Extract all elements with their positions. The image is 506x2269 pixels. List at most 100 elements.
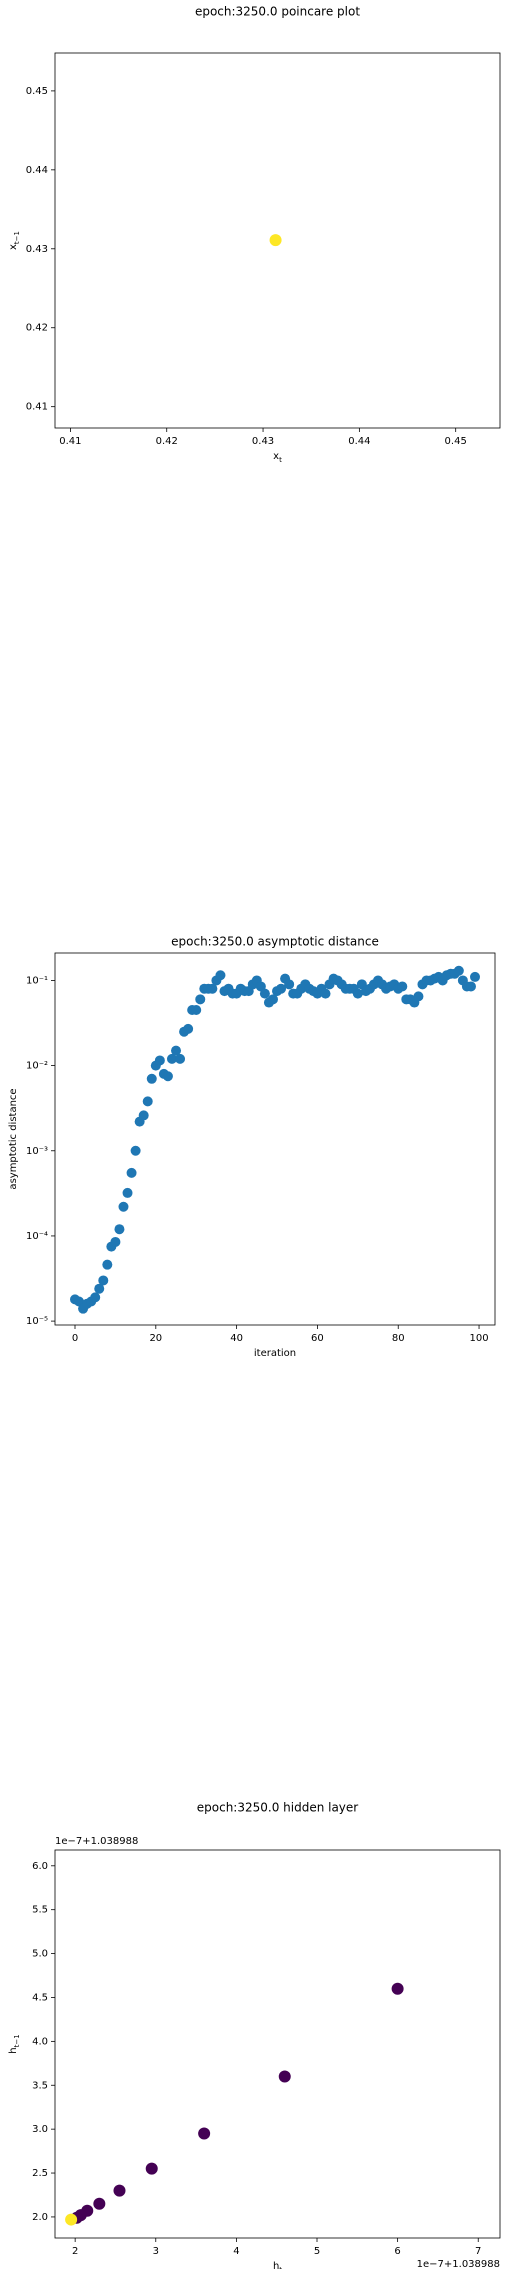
y-tick-label: 3.0	[32, 2124, 48, 2135]
x-tick-label: 5	[314, 2246, 320, 2257]
point	[113, 2184, 126, 2197]
y-tick-label: 10⁻⁵	[26, 1316, 48, 1327]
y-axis-label: xt−1	[8, 231, 21, 250]
point	[320, 988, 331, 999]
point	[207, 983, 218, 994]
point	[195, 994, 206, 1005]
point	[122, 1187, 133, 1198]
point	[465, 981, 476, 992]
point	[138, 1110, 149, 1121]
y-tick-label: 10⁻³	[26, 1146, 48, 1157]
point	[145, 2162, 158, 2175]
y-axis-label-sub: t−1	[13, 2034, 21, 2047]
point	[267, 994, 278, 1005]
point	[142, 1096, 153, 1107]
point	[453, 965, 464, 976]
point	[154, 1055, 165, 1066]
x-axis-label-base: h	[273, 2261, 279, 2269]
chart-title: epoch:3250.0 poincare plot	[195, 5, 360, 19]
x-axis-label-sub: t	[279, 456, 282, 464]
x-tick-label: 7	[475, 2246, 481, 2257]
y-axis-label-base: h	[8, 2047, 19, 2053]
point	[98, 1275, 109, 1286]
point	[166, 1053, 177, 1064]
y-tick-label: 10⁻⁴	[26, 1231, 48, 1242]
x-tick-label: 0.41	[59, 436, 81, 447]
point	[94, 1283, 105, 1294]
chart-title: epoch:3250.0 asymptotic distance	[171, 935, 379, 949]
point	[215, 970, 226, 981]
point	[391, 1982, 404, 1995]
point	[352, 988, 363, 999]
x-tick-label: 0.44	[348, 436, 370, 447]
point	[413, 991, 424, 1002]
y-tick-label: 3.5	[32, 2080, 48, 2091]
axes-frame	[54, 1849, 501, 2239]
point	[146, 1073, 157, 1084]
y-tick-label: 4.5	[32, 1992, 48, 2003]
x-tick-label: 80	[392, 1333, 405, 1344]
point	[110, 1236, 121, 1247]
point	[65, 2213, 78, 2226]
y-tick-label: 4.0	[32, 2036, 48, 2047]
point	[269, 234, 282, 247]
x-tick-label: 2	[72, 2246, 78, 2257]
y-tick-label: 0.44	[26, 165, 48, 176]
y-tick-label: 0.41	[26, 402, 48, 413]
y-tick-label: 5.5	[32, 1905, 48, 1916]
y-tick-label: 2.0	[32, 2212, 48, 2223]
x-axis-label: xt	[273, 451, 282, 464]
point	[93, 2197, 106, 2210]
x-tick-label: 40	[230, 1333, 243, 1344]
y-offset: 1e−7+1.038988	[55, 1836, 138, 1847]
y-tick-label: 0.45	[26, 86, 48, 97]
y-tick-label: 2.5	[32, 2168, 48, 2179]
y-axis-label: asymptotic distance	[8, 1088, 19, 1189]
x-axis-label: iteration	[254, 1348, 296, 1359]
y-tick-label: 6.0	[32, 1861, 48, 1872]
axes-frame	[54, 952, 496, 1326]
y-tick-label: 0.42	[26, 323, 48, 334]
x-tick-label: 4	[233, 2246, 239, 2257]
axes-frame	[54, 52, 501, 429]
y-axis-label: ht−1	[8, 2034, 21, 2053]
x-tick-label: 60	[311, 1333, 324, 1344]
x-axis-label: ht	[273, 2261, 282, 2269]
x-tick-label: 3	[153, 2246, 159, 2257]
point	[102, 1259, 113, 1270]
x-axis-label-sub: t	[279, 2266, 282, 2269]
x-tick-label: 0.45	[445, 436, 467, 447]
point	[90, 1292, 101, 1303]
x-tick-label: 20	[149, 1333, 162, 1344]
point	[162, 1071, 173, 1082]
x-axis-label-base: x	[273, 451, 279, 462]
x-tick-label: 100	[469, 1333, 488, 1344]
chart-title: epoch:3250.0 hidden layer	[197, 1801, 359, 1815]
x-tick-label: 0.43	[252, 436, 274, 447]
point	[470, 971, 480, 982]
point	[130, 1145, 141, 1156]
point	[171, 1045, 182, 1056]
x-tick-label: 6	[394, 2246, 400, 2257]
point	[126, 1167, 137, 1178]
point	[191, 1004, 202, 1015]
point	[284, 979, 295, 990]
x-tick-label: 0	[72, 1333, 78, 1344]
y-tick-label: 0.43	[26, 244, 48, 255]
point	[183, 1023, 194, 1034]
y-tick-label: 10⁻²	[26, 1061, 48, 1072]
x-offset: 1e−7+1.038988	[417, 2259, 500, 2269]
point	[198, 2127, 211, 2140]
point	[278, 2070, 291, 2083]
point	[397, 981, 408, 992]
point	[175, 1053, 186, 1064]
point	[259, 988, 270, 999]
point	[114, 1224, 125, 1235]
y-axis-label-sub: t−1	[13, 231, 21, 244]
y-tick-label: 10⁻¹	[26, 975, 48, 986]
x-tick-label: 0.42	[156, 436, 178, 447]
point	[276, 983, 287, 994]
y-axis-label-base: x	[8, 244, 19, 250]
y-tick-label: 5.0	[32, 1949, 48, 1960]
